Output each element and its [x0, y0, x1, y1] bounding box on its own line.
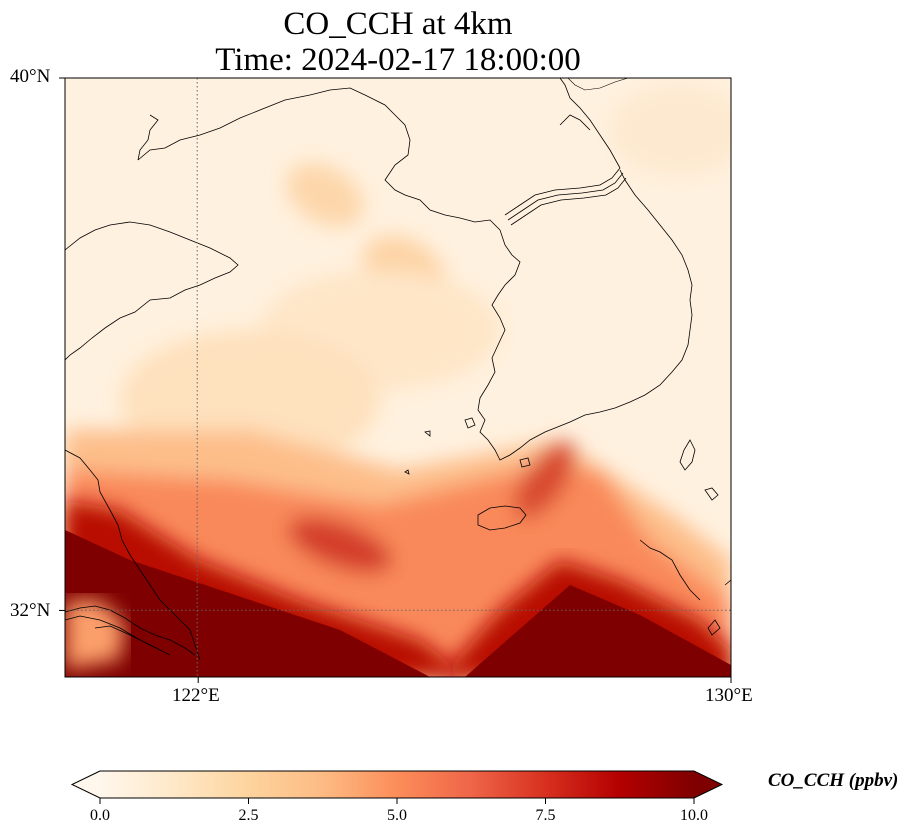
colorbar-extend-max — [694, 771, 722, 798]
map-frame — [64, 77, 732, 678]
lon-tick-label-130: 130°E — [705, 685, 753, 706]
title-line-1: CO_CCH at 4km — [283, 6, 513, 42]
lon-tick-label-122: 122°E — [172, 685, 220, 706]
co-concentration-field — [65, 78, 731, 677]
colorbar-tick-label: 7.5 — [535, 807, 556, 824]
lat-tick-label-32: 32°N — [10, 600, 51, 621]
country-borders — [567, 78, 629, 91]
gridlines — [65, 78, 731, 677]
colorbar-tick-label: 0.0 — [90, 807, 110, 824]
colorbar-tick-label: 5.0 — [387, 807, 407, 824]
colorbar-extend-min — [72, 771, 100, 798]
colorbar-label: CO_CCH (ppbv) — [768, 770, 899, 791]
coastlines — [65, 78, 731, 661]
colorbar — [70, 770, 724, 804]
title-line-2: Time: 2024-02-17 18:00:00 — [215, 42, 581, 78]
lat-tick-label-40: 40°N — [10, 66, 51, 87]
colorbar-gradient — [100, 771, 694, 798]
colorbar-tick-label: 2.5 — [238, 807, 259, 824]
map-area — [65, 78, 731, 677]
colorbar-tick-label: 10.0 — [680, 807, 708, 824]
